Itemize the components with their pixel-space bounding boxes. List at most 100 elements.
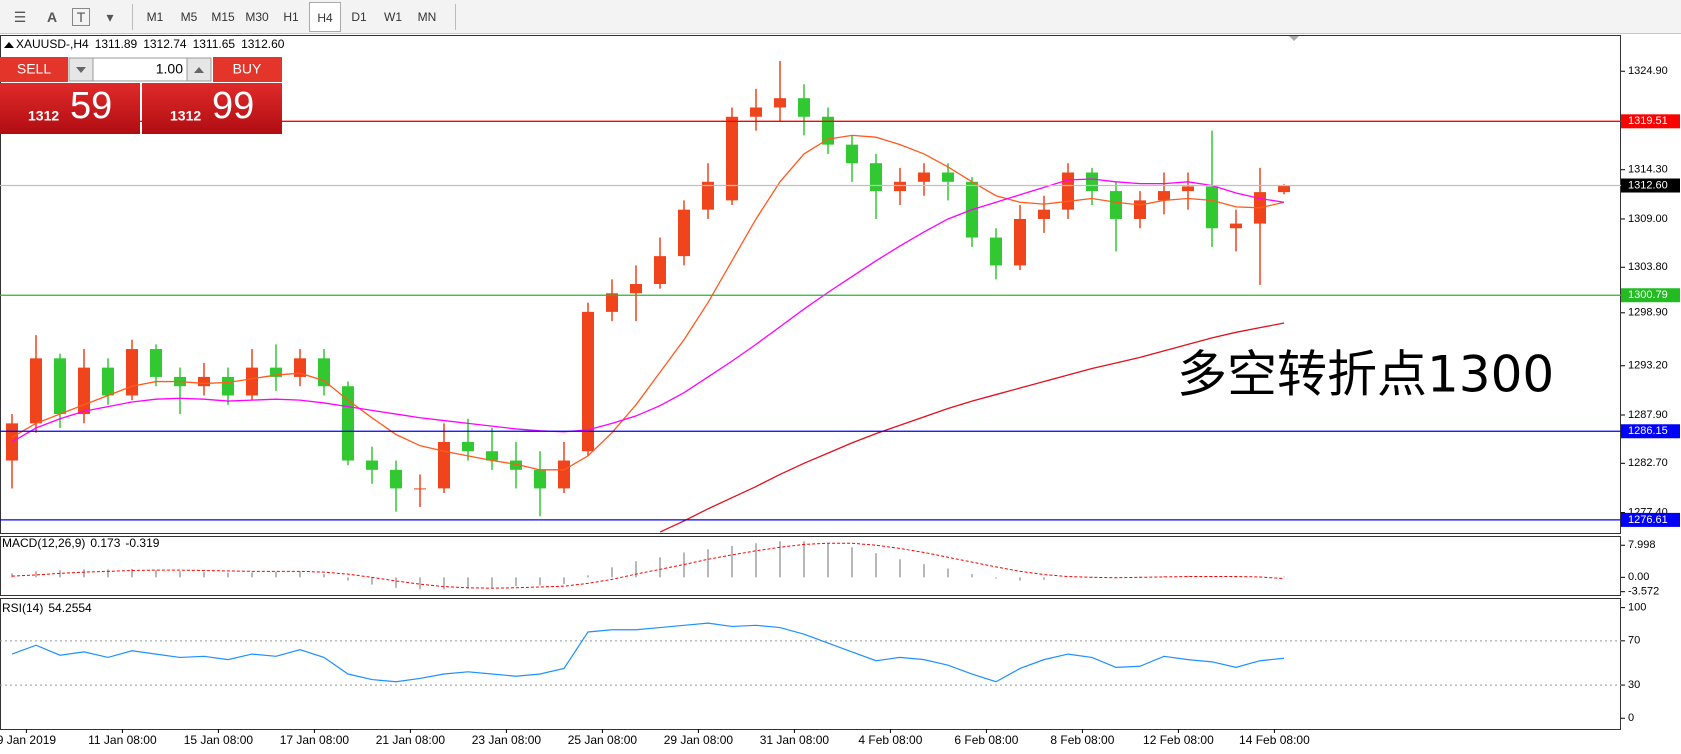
tool-icon[interactable]: ▾ (106, 8, 114, 25)
candle-body (654, 256, 666, 284)
trade-panel: SELL 1.00 BUY 1312 59 1312 99 (0, 57, 282, 134)
ohlc-value: 1312.74 (143, 37, 187, 51)
bid-small: 59 (70, 85, 112, 127)
tool-icon[interactable]: T (72, 7, 90, 26)
macd-bar (1283, 576, 1285, 578)
candle-body (126, 349, 138, 396)
timeframe-button[interactable]: MN (417, 9, 437, 24)
macd-bar (1043, 577, 1045, 580)
candle-body (1158, 191, 1170, 201)
macd-tick-label: 7.998 (1628, 539, 1656, 551)
macd-bar (587, 575, 589, 578)
macd-bar (755, 543, 757, 578)
y-tick-label: 1324.90 (1628, 65, 1668, 77)
level-label: 1319.51 (1628, 115, 1668, 127)
candle-body (918, 172, 930, 182)
macd-bar (371, 577, 373, 585)
macd-bar (11, 573, 13, 578)
timeframes: M1 M5 M15 M30 H1 H4 D1 W1 MN (139, 1, 445, 32)
buy-button[interactable] (213, 57, 282, 82)
toolbar: ☰ A T ▾ M1 M5 M15 M30 H1 H4 D1 W1 MN (0, 0, 1681, 34)
x-tick-label: 17 Jan 08:00 (280, 733, 350, 747)
macd-signal-line (11, 542, 1285, 589)
buy-label[interactable]: BUY (233, 61, 262, 77)
ohlc-value: 1312.60 (241, 37, 285, 51)
timeframe-button[interactable]: W1 (384, 9, 402, 24)
candle-body (486, 451, 498, 461)
bid-big: 1312 (28, 108, 59, 124)
candle-body (822, 116, 834, 145)
x-tick-label: 4 Feb 08:00 (858, 733, 922, 747)
macd-bar (299, 571, 301, 578)
macd-bar (1163, 576, 1165, 578)
candle-body (414, 488, 426, 490)
tool-icon[interactable]: ☰ (13, 8, 27, 25)
macd-bar (83, 569, 85, 578)
candle-body (726, 116, 738, 201)
macd-bar (59, 570, 61, 578)
candle-body (798, 98, 810, 117)
bid-box[interactable] (0, 83, 140, 134)
x-tick-label: 23 Jan 08:00 (472, 733, 542, 747)
ask-small: 99 (212, 85, 254, 127)
timeframe-button[interactable]: H1 (283, 9, 299, 24)
candle-body (1086, 172, 1098, 192)
candle-body (894, 181, 906, 192)
macd-bar (827, 543, 829, 578)
candle-body (270, 367, 282, 377)
level-tag (1621, 288, 1680, 303)
level-tag (1621, 512, 1680, 527)
macd-name: MACD(12,26,9) (2, 536, 85, 550)
candle-body (318, 358, 330, 387)
lot-value[interactable]: 1.00 (156, 61, 183, 77)
level-label: 1286.15 (1628, 425, 1668, 437)
macd-bar (971, 574, 973, 578)
ask-box[interactable] (142, 83, 282, 134)
macd-bar (491, 577, 493, 588)
x-tick-label: 15 Jan 08:00 (184, 733, 254, 747)
macd-bar (707, 549, 709, 578)
macd-bar (995, 577, 997, 579)
sell-label[interactable]: SELL (17, 61, 51, 77)
timeframe-button[interactable]: M15 (211, 9, 235, 24)
level-label: 1312.60 (1628, 179, 1668, 191)
moving-average (11, 134, 1285, 471)
separator (455, 3, 456, 30)
y-tick-label: 1287.90 (1628, 409, 1668, 421)
timeframe-button[interactable]: M1 (146, 9, 164, 24)
timeframe-button[interactable]: H4 (309, 1, 341, 32)
separator (132, 3, 133, 30)
candle-body (558, 460, 570, 489)
sell-button[interactable] (0, 57, 68, 82)
candle-body (1182, 186, 1194, 192)
candle-body (390, 469, 402, 489)
x-tick-label: 31 Jan 08:00 (760, 733, 830, 747)
y-tick-label: 1282.70 (1628, 457, 1668, 469)
candle-body (606, 293, 618, 312)
timeframe-button[interactable]: D1 (351, 9, 367, 24)
candle-body (774, 98, 786, 108)
macd-panel (0, 536, 1621, 596)
level-label: 1276.61 (1628, 514, 1668, 526)
candle-body (750, 107, 762, 117)
candle-body (1134, 200, 1146, 219)
timeframe-button[interactable]: M30 (245, 9, 269, 24)
moving-average (11, 178, 1285, 443)
macd-bar (395, 577, 397, 588)
macd-bar (731, 546, 733, 578)
candle-body (30, 358, 42, 424)
macd-main: 0.173 (90, 536, 120, 550)
collapse-icon[interactable] (4, 42, 14, 48)
macd-bar (635, 561, 637, 578)
candle-body (462, 441, 474, 452)
macd-bar (923, 564, 925, 578)
tool-icon[interactable]: A (46, 8, 58, 25)
candle-body (1206, 186, 1218, 229)
rsi-value: 54.2554 (48, 601, 92, 615)
x-tick-label: 8 Feb 08:00 (1050, 733, 1114, 747)
macd-bar (779, 541, 781, 578)
rsi-tick-label: 70 (1628, 635, 1640, 647)
timeframe-button[interactable]: M5 (180, 9, 198, 24)
x-tick-label: 9 Jan 2019 (0, 733, 56, 747)
